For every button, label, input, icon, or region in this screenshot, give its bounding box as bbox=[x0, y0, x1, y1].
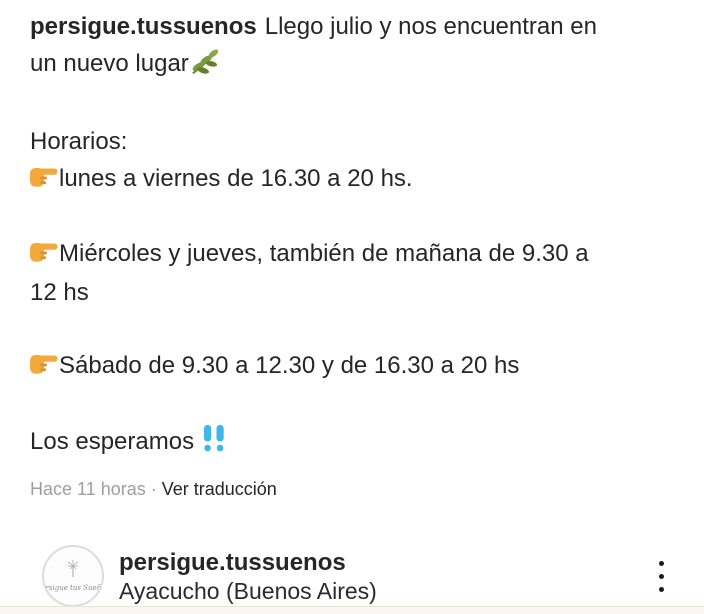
avatar-script-text: Persigue tus Sueños bbox=[44, 584, 102, 592]
dandelion-logo-icon bbox=[65, 560, 81, 583]
bottom-strip-divider bbox=[0, 606, 704, 614]
herb-emoji-icon bbox=[190, 48, 220, 87]
double-exclamation-emoji-icon bbox=[202, 425, 227, 463]
more-options-button[interactable] bbox=[649, 553, 674, 600]
closing-text: Los esperamos bbox=[30, 428, 195, 455]
schedule-item-3: Sábado de 9.30 a 12.30 y de 16.30 a 20 h… bbox=[59, 352, 520, 379]
caption-intro-line1: Llego julio y nos encuentran en bbox=[264, 13, 597, 40]
avatar[interactable]: Persigue tus Sueños bbox=[42, 545, 104, 607]
schedule-item-2-line1: Miércoles y jueves, también de mañana de… bbox=[59, 240, 589, 267]
see-translation-link[interactable]: Ver traducción bbox=[161, 479, 277, 499]
caption-schedule3-paragraph: Sábado de 9.30 a 12.30 y de 16.30 a 20 h… bbox=[30, 347, 678, 386]
caption-intro-paragraph: persigue.tussuenos Llego julio y nos encu… bbox=[30, 8, 678, 87]
meta-separator: · bbox=[150, 479, 157, 499]
more-options-dot bbox=[659, 573, 664, 579]
caption-horarios-paragraph: Horarios: lunes a viernes de 16.30 a 20 … bbox=[30, 123, 678, 199]
caption-username-link[interactable]: persigue.tussuenos bbox=[30, 13, 257, 40]
caption-intro-line2: un nuevo lugar bbox=[30, 50, 189, 77]
caption-block: persigue.tussuenos Llego julio y nos encu… bbox=[30, 8, 678, 463]
footer-row: Persigue tus Sueños persigue.tussuenos A… bbox=[0, 545, 704, 607]
more-options-dot bbox=[659, 560, 664, 566]
horarios-label: Horarios: bbox=[30, 128, 128, 155]
schedule-item-1: lunes a viernes de 16.30 a 20 hs. bbox=[59, 165, 413, 192]
more-options-dot bbox=[659, 586, 664, 592]
pointing-finger-emoji-icon bbox=[30, 349, 58, 386]
footer-location[interactable]: Ayacucho (Buenos Aires) bbox=[119, 577, 377, 604]
meta-row: Hace 11 horas · Ver traducción bbox=[0, 471, 704, 501]
footer-names: persigue.tussuenos Ayacucho (Buenos Aire… bbox=[119, 548, 649, 605]
pointing-finger-emoji-icon bbox=[30, 237, 58, 274]
post-timestamp: Hace 11 horas bbox=[30, 479, 146, 499]
caption-closing-paragraph: Los esperamos bbox=[30, 423, 678, 463]
footer-username-link[interactable]: persigue.tussuenos bbox=[119, 548, 346, 576]
pointing-finger-emoji-icon bbox=[30, 162, 58, 199]
schedule-item-2-line2: 12 hs bbox=[30, 279, 89, 306]
caption-schedule2-paragraph: Miércoles y jueves, también de mañana de… bbox=[30, 235, 678, 311]
